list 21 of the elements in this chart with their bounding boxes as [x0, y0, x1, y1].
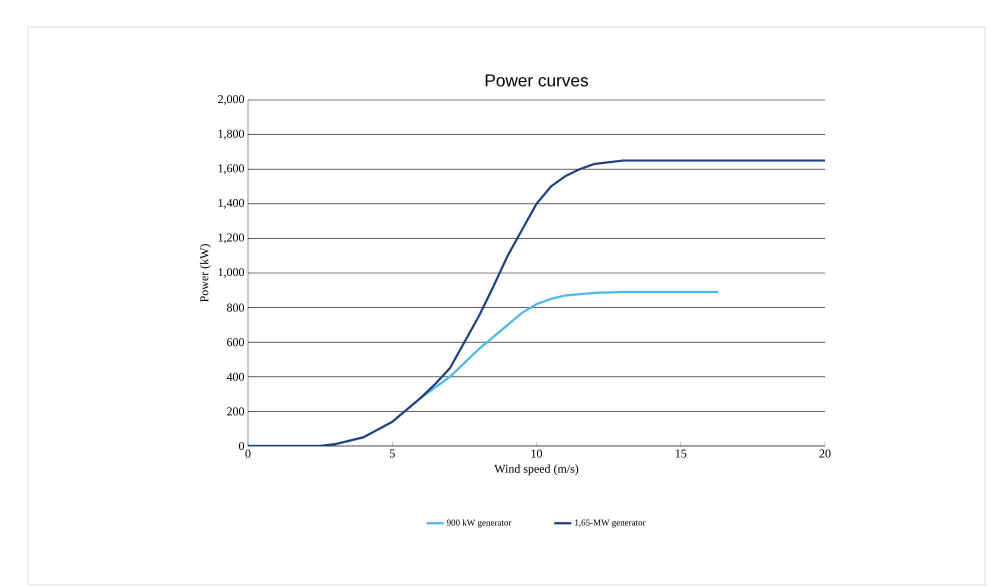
y-tick-label: 1,400: [218, 198, 244, 209]
y-tick-label: 800: [227, 304, 244, 312]
x-axis-title: Wind speed (m/s): [494, 464, 578, 476]
y-tick-label: 2,000: [218, 95, 244, 105]
legend-label: 1,65-MW generator: [575, 520, 646, 528]
chart-title: Power curves: [486, 74, 588, 86]
y-tick-label: 1,000: [218, 268, 244, 278]
y-tick-label: 200: [227, 407, 244, 416]
legend-label: 900 kW generator: [446, 519, 512, 528]
y-tick-label: 600: [227, 338, 244, 346]
x-tick-label: 10: [532, 450, 542, 458]
y-tick-label: 0: [238, 442, 244, 450]
y-axis-title: Power (kW): [200, 244, 211, 302]
x-tick-label: 15: [676, 450, 686, 458]
x-tick-label: 0: [245, 450, 251, 458]
x-tick-label: 5: [390, 450, 395, 458]
y-tick-label: 1,800: [218, 130, 244, 140]
x-tick-label: 20: [820, 450, 831, 458]
y-tick-label: 1,600: [218, 164, 244, 174]
y-tick-label: 1,200: [218, 234, 244, 244]
y-tick-label: 400: [226, 372, 244, 381]
